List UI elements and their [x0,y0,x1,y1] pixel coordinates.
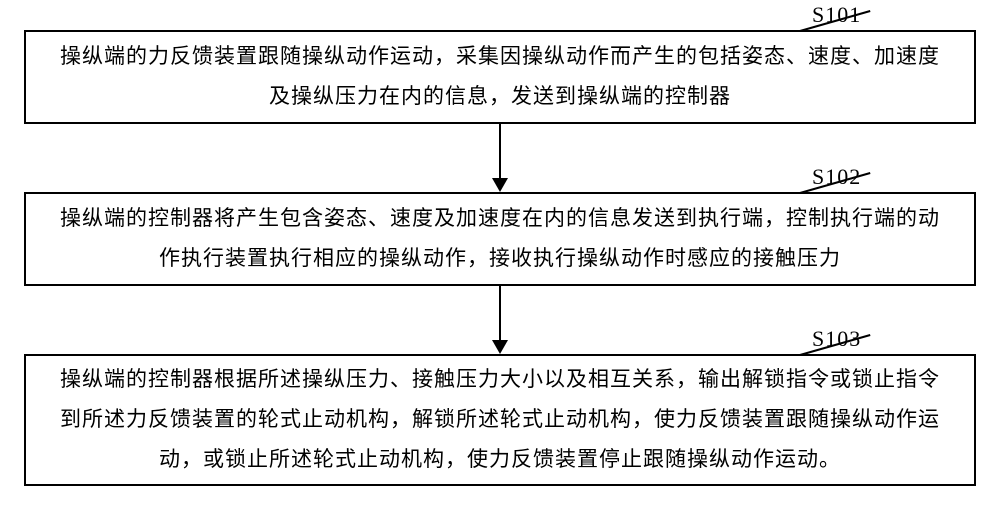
arrow-s102-s103-shaft [499,286,501,340]
step-text-s101: 操纵端的力反馈装置跟随操纵动作运动，采集因操纵动作而产生的包括姿态、速度、加速度… [50,37,950,117]
arrow-s102-s103-head [492,340,508,354]
step-box-s102: 操纵端的控制器将产生包含姿态、速度及加速度在内的信息发送到执行端，控制执行端的动… [24,192,976,286]
step-box-s103: 操纵端的控制器根据所述操纵压力、接触压力大小以及相互关系，输出解锁指令或锁止指令… [24,354,976,486]
step-text-s102: 操纵端的控制器将产生包含姿态、速度及加速度在内的信息发送到执行端，控制执行端的动… [50,199,950,279]
step-text-s103: 操纵端的控制器根据所述操纵压力、接触压力大小以及相互关系，输出解锁指令或锁止指令… [50,360,950,480]
arrow-s101-s102-shaft [499,124,501,178]
flowchart-canvas: S101 操纵端的力反馈装置跟随操纵动作运动，采集因操纵动作而产生的包括姿态、速… [0,0,1000,507]
arrow-s101-s102-head [492,178,508,192]
step-box-s101: 操纵端的力反馈装置跟随操纵动作运动，采集因操纵动作而产生的包括姿态、速度、加速度… [24,30,976,124]
